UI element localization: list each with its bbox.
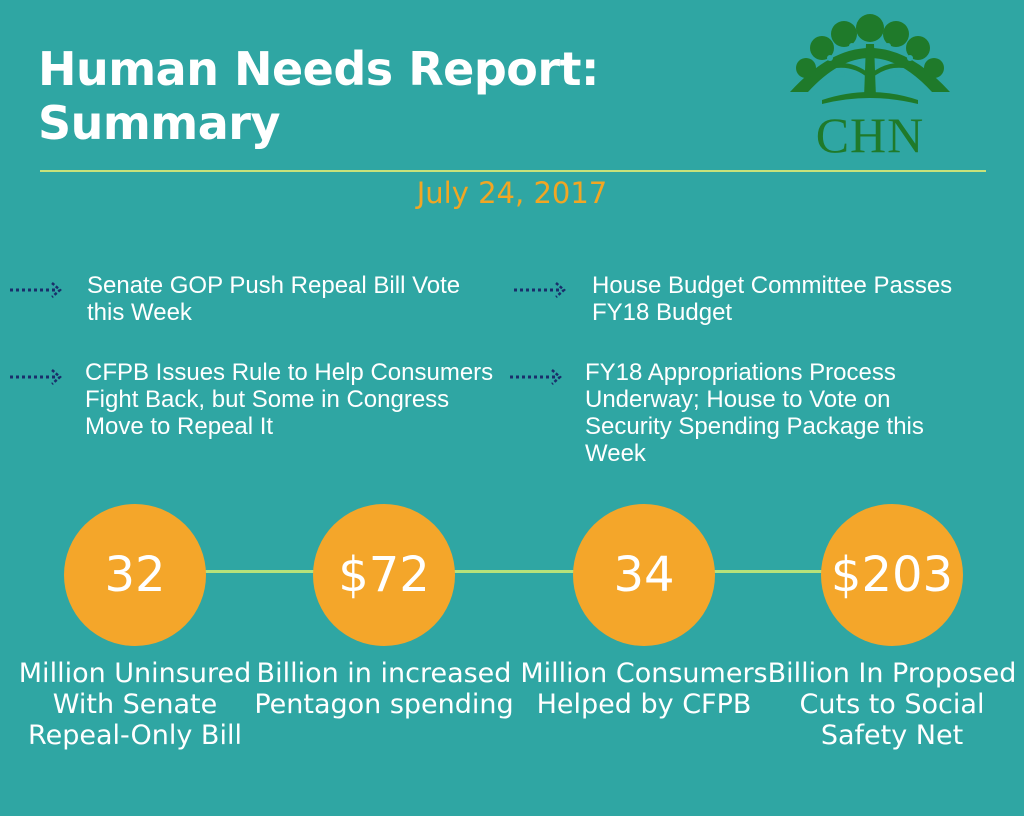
title-line-1: Human Needs Report: <box>38 42 599 96</box>
stats-connector-line <box>135 570 891 573</box>
stat-caption: Million Consumers Helped by CFPB <box>520 658 768 720</box>
stat-caption: Billion In Proposed Cuts to Social Safet… <box>767 658 1017 751</box>
headline-item: Senate GOP Push Repeal Bill Vote this We… <box>8 272 498 326</box>
header-divider <box>40 170 986 172</box>
stat-value: $203 <box>830 547 954 603</box>
stat-circle: $203 <box>821 504 963 646</box>
tree-icon <box>790 14 950 104</box>
title-line-2: Summary <box>38 96 280 150</box>
stat-circle: $72 <box>313 504 455 646</box>
headline-text: CFPB Issues Rule to Help Consumers Fight… <box>85 359 494 440</box>
dotted-arrow-icon <box>10 369 62 385</box>
chn-logo: CHN <box>782 14 958 163</box>
stat-circle: 32 <box>64 504 206 646</box>
headline-item: CFPB Issues Rule to Help Consumers Fight… <box>8 359 508 440</box>
headline-item: FY18 Appropriations Process Underway; Ho… <box>508 359 958 467</box>
page-title: Human Needs Report: Summary <box>38 42 599 150</box>
logo-text: CHN <box>815 107 925 163</box>
stat-value: $72 <box>338 547 430 603</box>
report-date: July 24, 2017 <box>416 176 608 210</box>
headline-text: FY18 Appropriations Process Underway; Ho… <box>585 359 924 467</box>
stat-caption: Billion in increased Pentagon spending <box>254 658 514 720</box>
headline-item: House Budget Committee Passes FY18 Budge… <box>512 272 1012 326</box>
stat-value: 32 <box>104 547 166 603</box>
stat-caption: Million Uninsured With Senate Repeal-Onl… <box>18 658 252 751</box>
dotted-arrow-icon <box>10 282 62 298</box>
dotted-arrow-icon <box>514 282 566 298</box>
stat-circle: 34 <box>573 504 715 646</box>
headline-text: Senate GOP Push Repeal Bill Vote this We… <box>87 272 461 326</box>
stat-value: 34 <box>613 547 675 603</box>
dotted-arrow-icon <box>510 369 562 385</box>
headline-text: House Budget Committee Passes FY18 Budge… <box>592 272 953 326</box>
